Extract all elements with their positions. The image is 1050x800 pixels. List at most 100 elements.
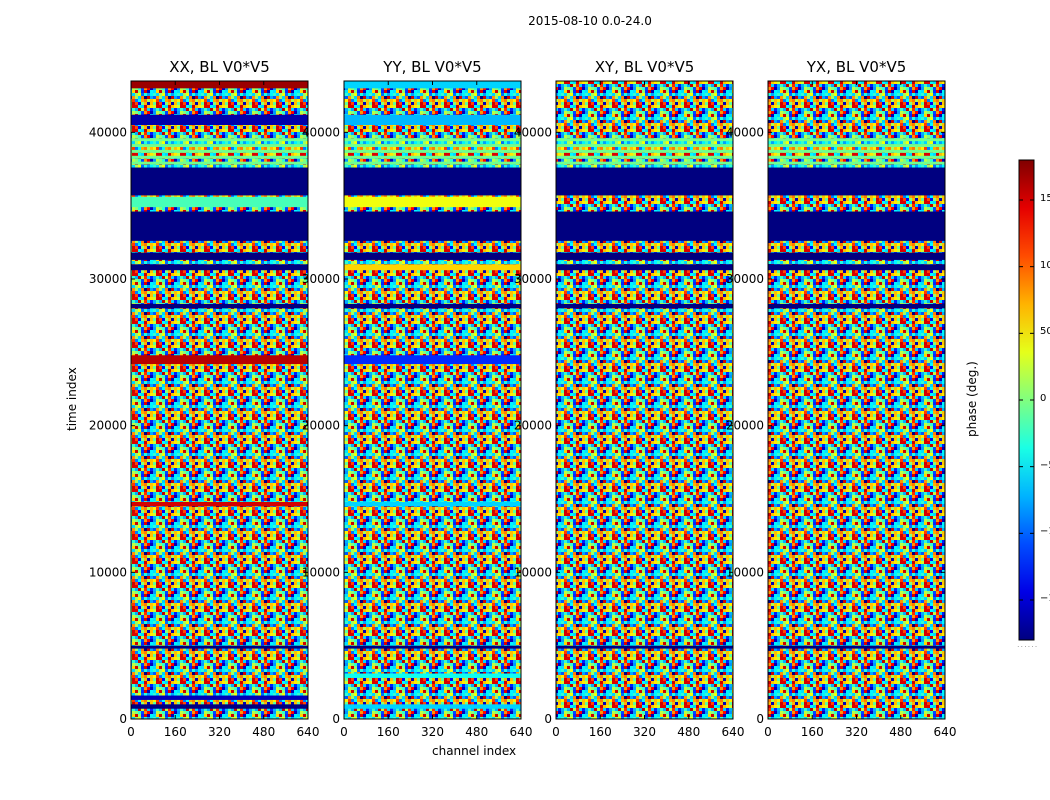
heatmap-band bbox=[556, 149, 733, 153]
colorbar bbox=[1018, 159, 1035, 641]
y-tick-label: 10000 bbox=[726, 565, 764, 579]
heatmap-band bbox=[344, 501, 521, 507]
heatmap-band bbox=[768, 149, 945, 153]
x-tick-label: 0 bbox=[764, 725, 772, 739]
panel-2: 0 160 320 480 640 0 10000 20000 30000 40000 bbox=[302, 80, 533, 739]
heatmap-band bbox=[131, 303, 308, 309]
colorbar-tick-label: 100 bbox=[1040, 260, 1050, 271]
x-tick-label: 160 bbox=[377, 725, 400, 739]
x-tick-label: 480 bbox=[889, 725, 912, 739]
heatmap-band bbox=[556, 155, 733, 159]
y-tick-label: 30000 bbox=[89, 272, 127, 286]
heatmap-band bbox=[131, 155, 308, 159]
x-tick-label: 640 bbox=[722, 725, 745, 739]
x-tick-label: 320 bbox=[845, 725, 868, 739]
heatmap-band bbox=[768, 161, 945, 165]
heatmap-band bbox=[131, 645, 308, 649]
heatmap-band bbox=[131, 114, 308, 125]
y-axis-label: time index bbox=[65, 367, 79, 431]
heatmap-band bbox=[768, 264, 945, 271]
y-tick-label: 30000 bbox=[514, 272, 552, 286]
y-tick-label: 20000 bbox=[89, 419, 127, 433]
colorbar-overflow-mark: ...... bbox=[1017, 640, 1039, 649]
x-axis-label: channel index bbox=[432, 744, 517, 758]
heatmap-band bbox=[344, 167, 521, 196]
heatmap-band bbox=[131, 149, 308, 153]
x-tick-label: 320 bbox=[208, 725, 231, 739]
x-tick-label: 0 bbox=[552, 725, 560, 739]
colorbar-label: phase (deg.) bbox=[965, 361, 979, 437]
y-tick-label: 30000 bbox=[726, 272, 764, 286]
panel-3: 0 160 320 480 640 0 10000 20000 30000 40000 bbox=[514, 80, 745, 739]
heatmap-band bbox=[556, 252, 733, 260]
x-tick-label: 640 bbox=[510, 725, 533, 739]
y-tick-label: 0 bbox=[544, 712, 552, 726]
heatmap-band bbox=[344, 149, 521, 153]
y-tick-label: 30000 bbox=[302, 272, 340, 286]
heatmap-band bbox=[556, 211, 733, 241]
y-tick-label: 0 bbox=[119, 712, 127, 726]
heatmap-band bbox=[556, 144, 733, 147]
heatmap-band bbox=[131, 704, 308, 709]
y-tick-label: 0 bbox=[756, 712, 764, 726]
y-tick-label: 20000 bbox=[302, 419, 340, 433]
panel-title-xx: XX, BL V0*V5 bbox=[169, 58, 270, 76]
heatmap-band bbox=[556, 303, 733, 309]
heatmap-band bbox=[131, 264, 308, 271]
x-tick-label: 640 bbox=[934, 725, 957, 739]
heatmap-band bbox=[556, 167, 733, 196]
heatmap-band bbox=[768, 645, 945, 649]
heatmap-band bbox=[344, 144, 521, 147]
heatmap-band bbox=[556, 264, 733, 271]
heatmap-band bbox=[131, 211, 308, 241]
y-tick-label: 20000 bbox=[514, 419, 552, 433]
heatmap-band bbox=[768, 252, 945, 260]
colorbar-gradient bbox=[1019, 160, 1034, 640]
y-tick-label: 10000 bbox=[514, 565, 552, 579]
heatmap-band bbox=[344, 161, 521, 165]
heatmap-band bbox=[131, 161, 308, 165]
panel-title-xy: XY, BL V0*V5 bbox=[594, 58, 695, 76]
heatmap-band bbox=[344, 138, 521, 142]
heatmap-band bbox=[131, 695, 308, 700]
x-tick-label: 160 bbox=[164, 725, 187, 739]
x-tick-label: 0 bbox=[340, 725, 348, 739]
heatmap-band bbox=[131, 501, 308, 507]
colorbar-tick-label: −100 bbox=[1040, 526, 1050, 537]
y-tick-label: 0 bbox=[332, 712, 340, 726]
x-tick-label: 480 bbox=[252, 725, 275, 739]
heatmap-band bbox=[556, 645, 733, 649]
heatmap-band bbox=[344, 264, 521, 271]
heatmap-band bbox=[131, 355, 308, 365]
heatmap-band bbox=[344, 252, 521, 260]
x-tick-label: 480 bbox=[465, 725, 488, 739]
colorbar-tick-label: 150 bbox=[1040, 193, 1050, 204]
colorbar-tick-label: −50 bbox=[1040, 460, 1050, 471]
heatmap-band bbox=[768, 138, 945, 142]
y-tick-label: 40000 bbox=[89, 125, 127, 139]
colorbar-tick-label: 50 bbox=[1040, 326, 1050, 337]
heatmap-band bbox=[344, 155, 521, 159]
x-tick-label: 640 bbox=[297, 725, 320, 739]
x-tick-label: 160 bbox=[801, 725, 824, 739]
heatmap-band bbox=[556, 161, 733, 165]
y-tick-label: 10000 bbox=[89, 565, 127, 579]
y-tick-label: 40000 bbox=[726, 125, 764, 139]
heatmap-band bbox=[768, 155, 945, 159]
heatmap-band bbox=[344, 303, 521, 309]
y-tick-label: 40000 bbox=[302, 125, 340, 139]
heatmap-band bbox=[344, 355, 521, 365]
heatmap-band bbox=[768, 167, 945, 196]
panel-1: 0 160 320 480 640 0 10000 20000 30000 40000 bbox=[89, 80, 320, 739]
figure-title: 2015-08-10 0.0-24.0 bbox=[528, 14, 652, 28]
heatmap-band bbox=[556, 138, 733, 142]
x-tick-label: 320 bbox=[421, 725, 444, 739]
panel-title-yx: YX, BL V0*V5 bbox=[806, 58, 907, 76]
x-tick-label: 320 bbox=[633, 725, 656, 739]
colorbar-tick-label: 0 bbox=[1040, 393, 1047, 404]
heatmap-band bbox=[768, 303, 945, 309]
heatmap-band bbox=[344, 196, 521, 208]
heatmap-band bbox=[344, 673, 521, 678]
